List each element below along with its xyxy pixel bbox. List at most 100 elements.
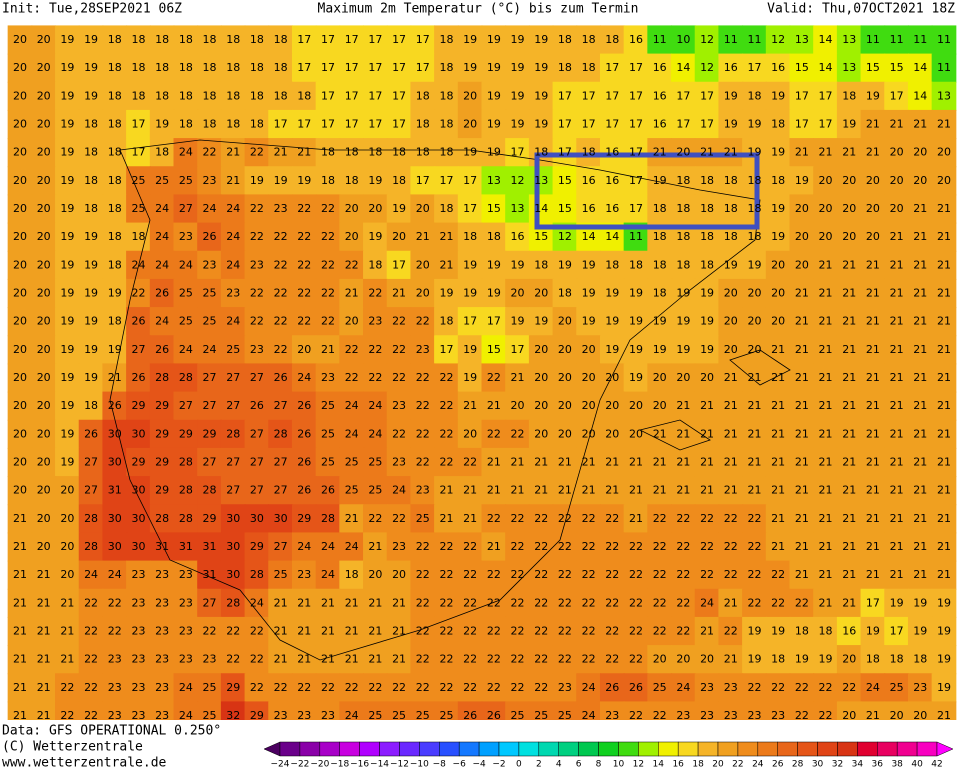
temperature-cell	[7, 391, 33, 421]
temperature-cell	[481, 476, 507, 506]
temperature-value: 21	[108, 371, 122, 384]
temperature-value: 21	[819, 512, 833, 525]
temperature-cell	[102, 673, 128, 703]
temperature-value: 18	[439, 202, 453, 215]
temperature-value: 21	[842, 343, 856, 356]
temperature-cell	[410, 391, 436, 421]
temperature-value: 17	[345, 61, 359, 74]
temperature-cell	[907, 307, 933, 337]
temperature-value: 13	[487, 174, 501, 187]
temperature-cell	[576, 532, 601, 562]
temperature-value: 21	[724, 146, 738, 159]
temperature-value: 23	[203, 258, 217, 271]
temperature-value: 21	[866, 540, 880, 553]
temperature-cell	[836, 673, 862, 703]
temperature-value: 22	[487, 512, 501, 525]
temperature-value: 21	[653, 484, 667, 497]
temperature-cell	[742, 250, 767, 280]
temperature-value: 25	[511, 709, 525, 722]
colorbar-swatch	[399, 741, 420, 757]
temperature-value: 23	[131, 625, 145, 638]
temperature-value: 14	[676, 61, 690, 74]
temperature-cell	[410, 166, 436, 196]
temperature-value: 18	[226, 89, 240, 102]
temperature-cell	[149, 673, 175, 703]
temperature-value: 23	[179, 625, 193, 638]
temperature-value: 19	[463, 146, 477, 159]
temperature-value: 18	[108, 146, 122, 159]
temperature-cell	[126, 532, 151, 562]
temperature-cell	[481, 363, 507, 393]
temperature-cell	[7, 588, 33, 618]
temperature-cell	[410, 363, 436, 393]
temperature-cell	[339, 222, 365, 252]
temperature-value: 20	[392, 230, 406, 243]
temperature-cell	[220, 645, 246, 675]
temperature-value: 20	[700, 371, 714, 384]
temperature-cell	[528, 307, 554, 337]
temperature-value: 20	[819, 230, 833, 243]
temperature-cell	[884, 166, 909, 196]
temperature-value: 21	[937, 540, 951, 553]
temperature-value: 19	[842, 118, 856, 131]
temperature-value: 18	[913, 653, 927, 666]
temperature-value: 19	[84, 33, 98, 46]
temperature-cell	[907, 504, 933, 534]
temperature-cell	[671, 25, 696, 55]
temperature-value: 25	[203, 315, 217, 328]
temperature-value: 30	[108, 427, 122, 440]
temperature-value: 20	[534, 427, 548, 440]
temperature-value: 18	[676, 258, 690, 271]
temperature-cell	[481, 419, 507, 449]
temperature-cell	[173, 447, 199, 478]
temperature-cell	[457, 53, 483, 83]
temperature-cell	[599, 447, 625, 478]
temperature-value: 14	[913, 61, 927, 74]
temperature-value: 21	[274, 146, 288, 159]
temperature-cell	[339, 25, 365, 55]
temperature-cell	[836, 560, 862, 590]
temperature-value: 18	[179, 61, 193, 74]
temperature-value: 19	[700, 287, 714, 300]
temperature-cell	[931, 109, 957, 140]
temperature-cell	[647, 504, 673, 534]
temperature-value: 18	[203, 118, 217, 131]
temperature-value: 21	[60, 625, 74, 638]
temperature-value: 12	[700, 33, 714, 46]
temperature-cell	[55, 307, 80, 337]
temperature-value: 27	[226, 399, 240, 412]
temperature-cell	[836, 532, 862, 562]
temperature-cell	[315, 25, 341, 55]
temperature-cell	[599, 250, 625, 280]
temperature-value: 21	[653, 427, 667, 440]
temperature-cell	[694, 391, 720, 421]
temperature-value: 28	[179, 484, 193, 497]
temperature-value: 14	[819, 61, 833, 74]
temperature-cell	[576, 166, 601, 196]
temperature-value: 18	[250, 33, 264, 46]
temperature-value: 19	[60, 174, 74, 187]
temperature-value: 21	[37, 625, 51, 638]
temperature-value: 19	[274, 174, 288, 187]
temperature-cell	[315, 53, 341, 83]
temperature-value: 22	[321, 202, 335, 215]
temperature-value: 17	[747, 61, 761, 74]
temperature-value: 16	[629, 33, 643, 46]
temperature-value: 21	[937, 709, 951, 722]
temperature-value: 18	[653, 230, 667, 243]
temperature-cell	[694, 673, 720, 703]
temperature-value: 19	[653, 315, 667, 328]
temperature-cell	[197, 222, 222, 252]
colorbar-label: 6	[576, 760, 582, 770]
temperature-value: 22	[511, 681, 525, 694]
temperature-cell	[599, 53, 625, 83]
temperature-cell	[220, 81, 246, 111]
temperature-cell	[907, 166, 933, 196]
temperature-value: 20	[13, 202, 27, 215]
temperature-value: 20	[60, 512, 74, 525]
temperature-cell	[410, 419, 436, 449]
temperature-value: 22	[629, 540, 643, 553]
temperature-cell	[789, 419, 815, 449]
temperature-cell	[434, 447, 459, 478]
temperature-value: 22	[84, 709, 98, 722]
